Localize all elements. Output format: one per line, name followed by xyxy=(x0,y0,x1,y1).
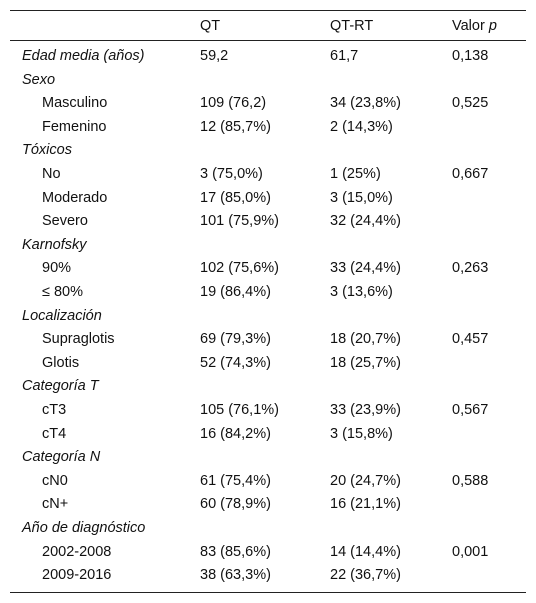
row-label: 2009-2016 xyxy=(42,567,112,584)
data-cell: 1 (25%) xyxy=(330,166,381,182)
row-label: Supraglotis xyxy=(42,331,115,348)
group-label: Tóxicos xyxy=(22,142,72,159)
data-cell: 105 (76,1%) xyxy=(200,402,279,418)
header-cell: QT-RT xyxy=(330,18,374,34)
group-label: Sexo xyxy=(22,71,56,88)
row-label: cT3 xyxy=(42,402,67,418)
data-cell: 12 (85,7%) xyxy=(200,118,271,135)
data-cell: 32 (24,4%) xyxy=(330,213,401,230)
data-cell: 0,457 xyxy=(452,331,489,348)
row-label: Moderado xyxy=(42,189,108,206)
row-label: 90% xyxy=(42,260,72,277)
row-label: cN0 xyxy=(42,472,68,489)
data-cell: 19 (86,4%) xyxy=(200,284,271,300)
data-cell: 3 (15,0%) xyxy=(330,189,393,206)
row-label: Femenino xyxy=(42,118,107,135)
data-cell: 16 (84,2%) xyxy=(200,425,271,442)
data-cell: 17 (85,0%) xyxy=(200,189,271,206)
data-cell: 52 (74,3%) xyxy=(200,354,271,371)
data-cell: 0,567 xyxy=(452,402,489,418)
data-cell: 61,7 xyxy=(330,48,359,64)
group-label: Localización xyxy=(22,307,102,324)
data-cell: 109 (76,2) xyxy=(200,95,267,112)
bottom-rule xyxy=(10,592,526,593)
row-label: cN+ xyxy=(42,496,69,513)
data-cell: 20 (24,7%) xyxy=(330,472,401,489)
data-cell: 60 (78,9%) xyxy=(200,496,271,513)
row-label: Glotis xyxy=(42,354,80,371)
data-cell: 22 (36,7%) xyxy=(330,567,401,584)
group-label: Categoría N xyxy=(22,449,101,466)
data-cell: 18 (25,7%) xyxy=(330,354,401,371)
data-cell: 3 (13,6%) xyxy=(330,284,393,300)
row-label: 2002-2008 xyxy=(42,543,112,560)
header-cell: QT xyxy=(200,18,221,34)
data-cell: 16 (21,1%) xyxy=(330,496,401,513)
data-cell: 59,2 xyxy=(200,48,229,64)
row-label: Severo xyxy=(42,213,88,230)
row-label: ≤ 80% xyxy=(42,284,84,300)
header-rule xyxy=(10,40,526,41)
data-cell: 69 (79,3%) xyxy=(200,331,271,348)
data-cell: 14 (14,4%) xyxy=(330,543,401,560)
data-cell: 33 (23,9%) xyxy=(330,402,401,418)
group-label: Año de diagnóstico xyxy=(22,520,146,536)
data-cell: 102 (75,6%) xyxy=(200,260,279,277)
data-cell: 18 (20,7%) xyxy=(330,331,401,348)
header-cell: Valor p xyxy=(452,17,497,35)
header-text: Valor xyxy=(452,18,485,34)
row-label: Masculino xyxy=(42,95,108,112)
data-cell: 0,525 xyxy=(452,95,489,112)
group-label: Categoría T xyxy=(22,378,99,395)
row-label: No xyxy=(42,166,61,182)
group-label: Edad media (años) xyxy=(22,48,145,64)
row-label: cT4 xyxy=(42,425,67,442)
header-text: p xyxy=(488,18,497,34)
data-cell: 34 (23,8%) xyxy=(330,95,401,112)
data-cell: 2 (14,3%) xyxy=(330,118,393,135)
data-cell: 0,263 xyxy=(452,260,489,277)
data-cell: 3 (75,0%) xyxy=(200,166,263,182)
top-rule xyxy=(10,10,526,11)
data-cell: 33 (24,4%) xyxy=(330,260,401,277)
data-cell: 61 (75,4%) xyxy=(200,472,271,489)
data-cell: 38 (63,3%) xyxy=(200,567,271,584)
data-cell: 83 (85,6%) xyxy=(200,543,271,560)
data-cell: 0,588 xyxy=(452,472,489,489)
data-cell: 0,138 xyxy=(452,48,489,64)
group-label: Karnofsky xyxy=(22,236,87,253)
data-cell: 0,667 xyxy=(452,166,489,182)
data-cell: 3 (15,8%) xyxy=(330,425,393,442)
data-cell: 101 (75,9%) xyxy=(200,213,279,230)
data-cell: 0,001 xyxy=(452,543,489,560)
